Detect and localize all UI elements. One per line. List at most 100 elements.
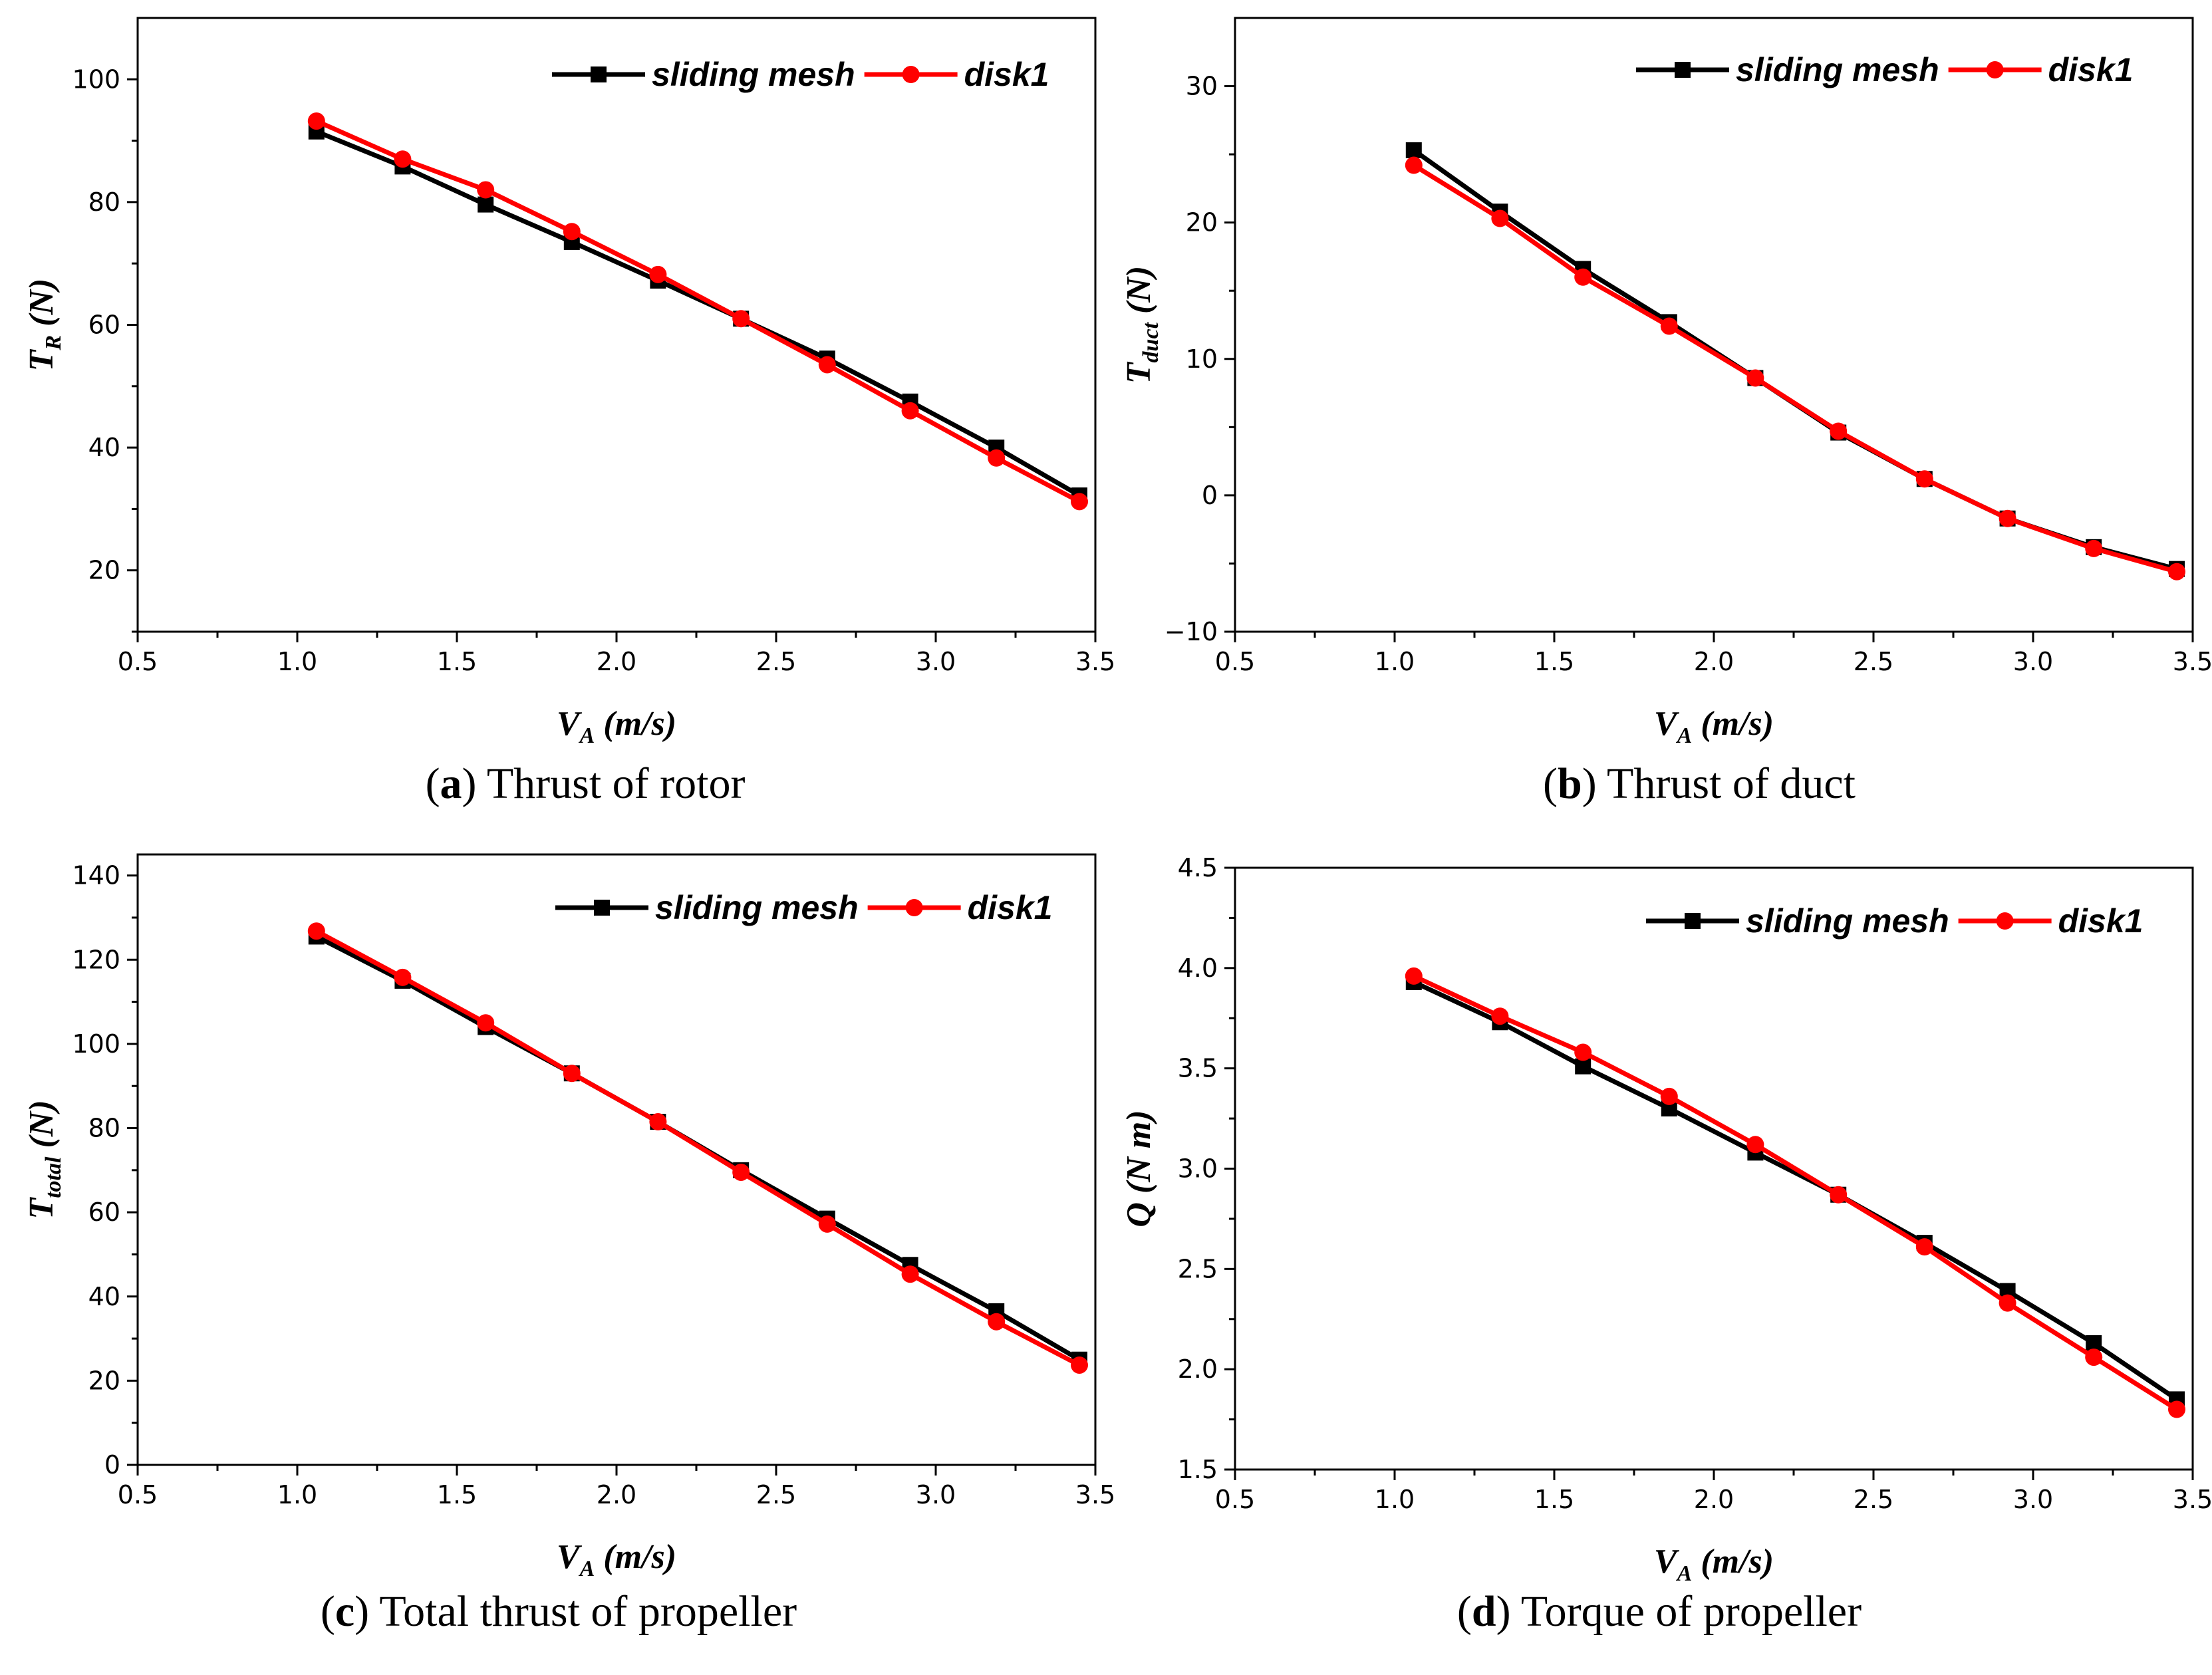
data-point-disk1 xyxy=(1746,369,1764,387)
caption-text: Total thrust of propeller xyxy=(379,1587,797,1636)
plot-frame xyxy=(136,17,1097,633)
y-tick-label: 100 xyxy=(72,64,120,94)
y-tick-label: 80 xyxy=(88,188,120,217)
y-tick-label: 40 xyxy=(88,1282,120,1311)
y-axis-title-unit: (N) xyxy=(1120,266,1158,322)
panel-caption: (a) Thrust of rotor xyxy=(426,759,746,808)
caption-paren-open: ( xyxy=(321,1587,335,1636)
y-tick-label: 1.5 xyxy=(1178,1455,1218,1484)
data-point-disk1 xyxy=(901,402,919,420)
plot-frame xyxy=(136,853,1097,1466)
data-point-disk1 xyxy=(477,1014,495,1032)
data-point-disk1 xyxy=(2168,1400,2185,1418)
legend-label: sliding mesh xyxy=(652,56,855,93)
chart-panel-b: 0.5 1.0 1.5 2.0 2.5 3.0 3.5 −10 0 10 20 30 VA (m/s) T… xyxy=(1120,17,2212,808)
y-axis-title-unit: (N m) xyxy=(1120,1110,1158,1202)
caption-letter: a xyxy=(440,759,462,808)
y-axis-title-main: T xyxy=(23,348,61,371)
y-tick-label: 3.5 xyxy=(1178,1054,1218,1083)
legend: sliding mesh disk1 xyxy=(555,889,1052,926)
x-axis-title-sub: A xyxy=(1676,1561,1693,1586)
x-tick-label: 0.5 xyxy=(1215,1485,1255,1514)
data-point-disk1 xyxy=(1915,470,1933,488)
plot-frame xyxy=(1234,866,2194,1471)
data-point-disk1 xyxy=(1915,1238,1933,1256)
x-tick-label: 2.5 xyxy=(756,1480,796,1509)
y-tick-label: 140 xyxy=(72,861,120,890)
data-point-disk1 xyxy=(2085,539,2103,557)
y-tick-label: 100 xyxy=(72,1029,120,1059)
y-tick-label: 20 xyxy=(88,556,120,585)
y-tick-label: 2.5 xyxy=(1178,1254,1218,1283)
x-tick-label: 1.0 xyxy=(277,647,317,676)
y-tick-label: 20 xyxy=(1186,208,1218,237)
x-tick-label: 3.0 xyxy=(916,1480,956,1509)
data-point-disk1 xyxy=(1999,1294,2016,1312)
caption-paren-close: ) xyxy=(1496,1587,1521,1636)
chart-panel-a: 0.5 1.0 1.5 2.0 2.5 3.0 3.5 20 40 60 80 100 VA (m/s)… xyxy=(23,17,1115,808)
series-line-disk1 xyxy=(1413,973,2178,1412)
legend-label: disk1 xyxy=(2048,51,2134,88)
data-point-disk1 xyxy=(1746,1136,1764,1154)
x-tick-label: 3.0 xyxy=(2013,647,2053,676)
caption-paren-open: ( xyxy=(426,759,440,808)
legend-marker-square xyxy=(1675,62,1691,78)
data-point-disk1 xyxy=(1071,493,1088,511)
y-tick-label: 120 xyxy=(72,945,120,974)
data-point-disk1 xyxy=(2085,1349,2103,1366)
data-point-disk1 xyxy=(1999,509,2016,527)
series-line-disk1 xyxy=(1412,163,2177,575)
caption-paren-open: ( xyxy=(1543,759,1558,808)
data-point-disk1 xyxy=(649,265,667,283)
data-point-disk1 xyxy=(1491,209,1509,227)
x-tick-label: 3.0 xyxy=(916,647,956,676)
x-tick-label: 1.0 xyxy=(1375,647,1415,676)
data-point-sliding-mesh xyxy=(2086,1335,2102,1351)
caption-paren-close: ) xyxy=(354,1587,379,1636)
plot-frame xyxy=(1234,17,2194,633)
data-point-disk1 xyxy=(1491,1007,1509,1025)
data-point-disk1 xyxy=(818,1215,836,1233)
x-tick-label: 0.5 xyxy=(118,647,158,676)
caption-paren-close: ) xyxy=(1582,759,1607,808)
legend: sliding mesh disk1 xyxy=(1636,51,2133,88)
y-axis-title-main: T xyxy=(23,1197,61,1220)
data-point-disk1 xyxy=(1405,156,1423,174)
data-point-disk1 xyxy=(1830,422,1848,440)
x-tick-label: 1.5 xyxy=(437,1480,477,1509)
y-tick-label: 2.0 xyxy=(1178,1354,1218,1384)
y-tick-label: 60 xyxy=(88,311,120,340)
data-point-disk1 xyxy=(1405,967,1423,985)
data-point-disk1 xyxy=(649,1113,667,1131)
series-line-sliding-mesh xyxy=(315,129,1081,498)
legend-marker-circle xyxy=(902,66,920,83)
legend-marker-circle xyxy=(1996,912,2014,930)
x-tick-label: 1.0 xyxy=(277,1480,317,1509)
x-axis-title-unit: (m/s) xyxy=(1692,1543,1774,1581)
data-point-disk1 xyxy=(307,112,325,130)
data-point-disk1 xyxy=(394,150,412,168)
x-tick-label: 3.5 xyxy=(2173,1485,2212,1514)
x-axis-title-sub: A xyxy=(579,1557,595,1581)
x-tick-label: 1.5 xyxy=(1534,647,1574,676)
legend-marker-square xyxy=(591,66,607,82)
panel-caption: (b) Thrust of duct xyxy=(1543,759,1856,808)
y-axis-title-main: T xyxy=(1120,361,1158,384)
x-tick-label: 3.5 xyxy=(1075,1480,1115,1509)
y-tick-label: 40 xyxy=(88,433,120,462)
y-axis-title: TR (N) xyxy=(23,279,66,372)
y-tick-label: 0 xyxy=(104,1450,120,1480)
legend-label: disk1 xyxy=(964,56,1049,93)
x-axis-title-main: V xyxy=(1654,705,1680,743)
y-axis-title-sub: duct xyxy=(1139,321,1163,362)
x-tick-label: 2.0 xyxy=(597,1480,636,1509)
y-axis-title: Q (N m) xyxy=(1120,1110,1158,1227)
y-axis-title-sub: R xyxy=(41,335,66,351)
x-axis-title-main: V xyxy=(557,705,583,743)
y-tick-label: 60 xyxy=(88,1198,120,1227)
legend-label: sliding mesh xyxy=(1736,51,1939,88)
data-point-disk1 xyxy=(477,181,495,199)
series-line-disk1 xyxy=(315,118,1081,504)
x-axis-title-unit: (m/s) xyxy=(1692,705,1774,743)
